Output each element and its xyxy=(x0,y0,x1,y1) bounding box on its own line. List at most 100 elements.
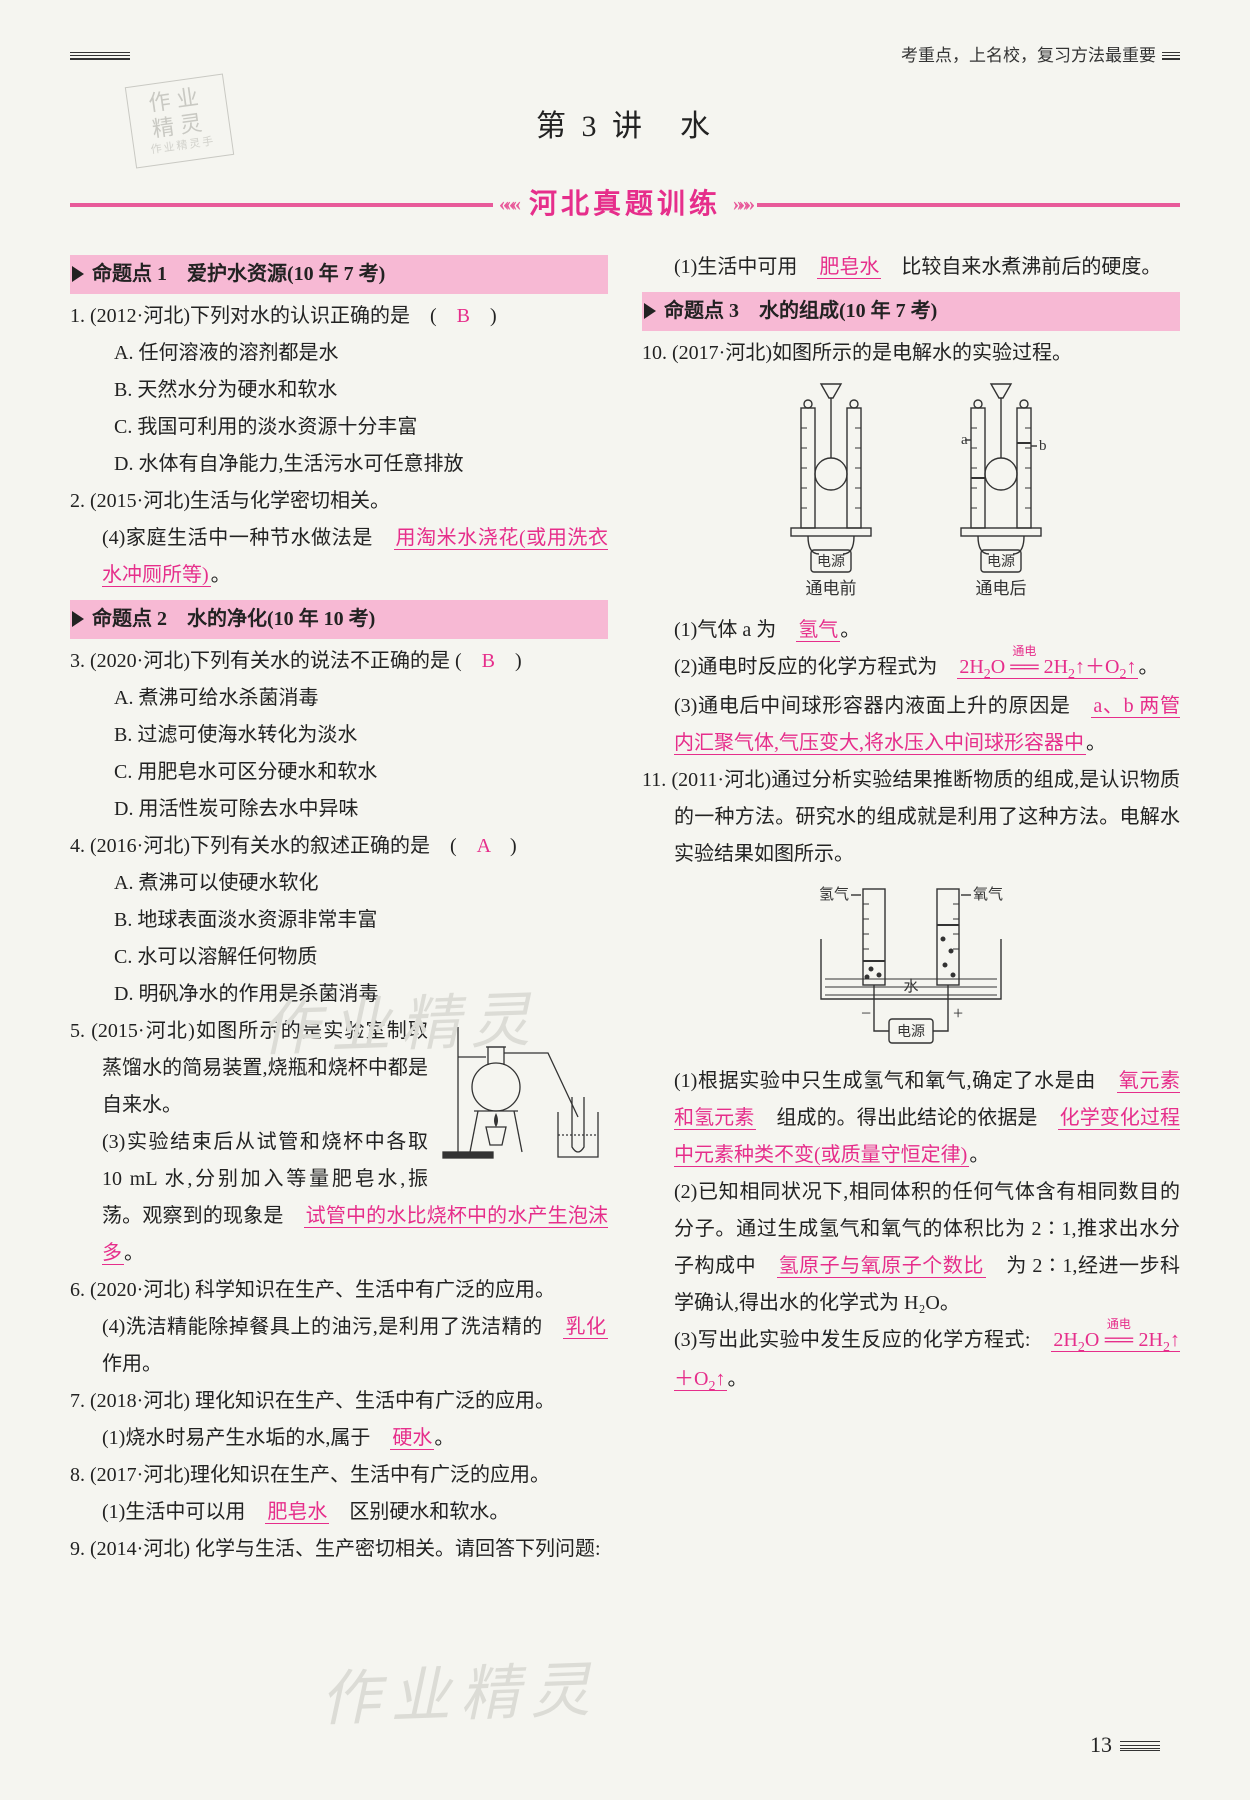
topic-bar-3: 命题点 3 水的组成(10 年 7 考) xyxy=(642,292,1180,331)
watermark: 作业精灵 xyxy=(318,1635,602,1756)
lesson-title: 第 3 讲 水 xyxy=(70,99,1180,155)
page-number-value: 13 xyxy=(1090,1725,1112,1766)
q3-opt-d: D. 用活性炭可除去水中异味 xyxy=(70,791,608,828)
q3-opt-a: A. 煮沸可给水杀菌消毒 xyxy=(70,680,608,717)
chevron-right-icon: »»» xyxy=(727,186,757,223)
q6-answer: 乳化 xyxy=(563,1316,608,1339)
q1-opt-b: B. 天然水分为硬水和软水 xyxy=(70,372,608,409)
punct: 。 xyxy=(727,1368,747,1390)
header-tagline: 考重点，上名校，复习方法最重要 xyxy=(895,40,1162,71)
q3-opt-c: C. 用肥皂水可区分硬水和软水 xyxy=(70,754,608,791)
question-8: 8. (2017·河北)理化知识在生产、生活中有广泛的应用。 (1)生活中可以用… xyxy=(70,1457,608,1531)
q4-answer: A xyxy=(477,835,490,857)
svg-text:水: 水 xyxy=(903,978,918,995)
svg-text:通电前: 通电前 xyxy=(806,579,857,598)
q10-sub3: (3)通电后中间球形容器内液面上升的原因是 xyxy=(674,695,1071,717)
q4-stem: 4. (2016·河北)下列有关水的叙述正确的是 xyxy=(70,835,430,857)
left-column: 命题点 1 爱护水资源(10 年 7 考) 1. (2012·河北)下列对水的认… xyxy=(70,249,608,1568)
question-7: 7. (2018·河北) 理化知识在生产、生活中有广泛的应用。 (1)烧水时易产… xyxy=(70,1383,608,1457)
svg-text:氧气: 氧气 xyxy=(973,886,1003,903)
question-11: 11. (2011·河北)通过分析实验结果推断物质的组成,是认识物质的一种方法。… xyxy=(642,762,1180,1400)
topic-bar-1: 命题点 1 爱护水资源(10 年 7 考) xyxy=(70,255,608,294)
svg-text:b: b xyxy=(1039,438,1047,454)
q1-answer: B xyxy=(457,305,470,327)
triangle-icon xyxy=(72,266,84,282)
q8-sub: (1)生活中可以用 xyxy=(102,1501,245,1523)
q8-tail: 区别硬水和软水。 xyxy=(349,1501,509,1523)
q7-sub: (1)烧水时易产生水垢的水,属于 xyxy=(102,1427,370,1449)
q9-sub: (1)生活中可用 xyxy=(674,256,797,278)
q2-stem: 2. (2015·河北)生活与化学密切相关。 xyxy=(70,483,608,520)
q10-ans1: 氢气 xyxy=(796,619,840,642)
svg-text:氢气: 氢气 xyxy=(819,886,849,903)
svg-text:−: − xyxy=(861,1003,871,1023)
rule-lines-left xyxy=(70,52,130,60)
q2-sub: (4)家庭生活中一种节水做法是 xyxy=(102,527,373,549)
q4-opt-d: D. 明矾净水的作用是杀菌消毒 xyxy=(70,976,608,1013)
q11-stem: 11. (2011·河北)通过分析实验结果推断物质的组成,是认识物质的一种方法。… xyxy=(642,762,1180,873)
distillation-figure xyxy=(438,1017,608,1180)
punct: 。 xyxy=(1086,732,1106,754)
question-3: 3. (2020·河北)下列有关水的说法不正确的是 ( B ) A. 煮沸可给水… xyxy=(70,643,608,828)
q3-stem: 3. (2020·河北)下列有关水的说法不正确的是 xyxy=(70,650,450,672)
topic-text: 命题点 2 水的净化(10 年 10 考) xyxy=(92,601,375,638)
q10-sub1: (1)气体 a 为 xyxy=(674,619,776,641)
q9-stem: 9. (2014·河北) 化学与生活、生产密切相关。请回答下列问题: xyxy=(70,1531,608,1568)
q10-sub2: (2)通电时反应的化学方程式为 xyxy=(674,656,937,678)
section-banner: ««« 河北真题训练 »»» xyxy=(70,179,1180,231)
question-9: 9. (2014·河北) 化学与生活、生产密切相关。请回答下列问题: xyxy=(70,1531,608,1568)
q4-opt-c: C. 水可以溶解任何物质 xyxy=(70,939,608,976)
electrolysis-result-figure: 水 氢气 xyxy=(642,879,1180,1059)
q10-stem: 10. (2017·河北)如图所示的是电解水的实验过程。 xyxy=(642,335,1180,372)
chevron-left-icon: ««« xyxy=(493,186,523,223)
q9-answer: 肥皂水 xyxy=(817,256,881,279)
question-1: 1. (2012·河北)下列对水的认识正确的是 ( B ) A. 任何溶液的溶剂… xyxy=(70,298,608,483)
q9-tail: 比较自来水煮沸前后的硬度。 xyxy=(901,256,1161,278)
topic-text: 命题点 3 水的组成(10 年 7 考) xyxy=(664,293,937,330)
question-9-cont: (1)生活中可用 肥皂水 比较自来水煮沸前后的硬度。 xyxy=(642,249,1180,286)
svg-text:+: + xyxy=(953,1003,963,1023)
punct: 。 xyxy=(124,1242,144,1264)
punct: 。 xyxy=(1138,656,1158,678)
svg-text:电源: 电源 xyxy=(987,554,1015,570)
question-5: 5. (2015·河北)如图所示的是实验室制取蒸馏水的简易装置,烧瓶和烧杯中都是… xyxy=(70,1013,608,1272)
q6-sub: (4)洗洁精能除掉餐具上的油污,是利用了洗洁精的 xyxy=(102,1316,543,1338)
question-4: 4. (2016·河北)下列有关水的叙述正确的是 ( A ) A. 煮沸可以使硬… xyxy=(70,828,608,1013)
q1-opt-d: D. 水体有自净能力,生活污水可任意排放 xyxy=(70,446,608,483)
punct: 。 xyxy=(969,1144,989,1166)
banner-line xyxy=(757,203,1180,207)
banner-line xyxy=(70,203,493,207)
svg-text:电源: 电源 xyxy=(897,1024,925,1040)
q8-answer: 肥皂水 xyxy=(265,1501,329,1524)
q11-sub1a: (1)根据实验中只生成氢气和氧气,确定了水是由 xyxy=(674,1070,1096,1092)
q6-stem: 6. (2020·河北) 科学知识在生产、生活中有广泛的应用。 xyxy=(70,1272,608,1309)
q7-stem: 7. (2018·河北) 理化知识在生产、生活中有广泛的应用。 xyxy=(70,1383,608,1420)
punct: 。 xyxy=(840,619,860,641)
header-rule: 考重点，上名校，复习方法最重要 xyxy=(70,40,1180,71)
triangle-icon xyxy=(644,303,656,319)
topic-text: 命题点 1 爱护水资源(10 年 7 考) xyxy=(92,256,385,293)
watermark-stamp: 作业 精灵 作业精灵手 xyxy=(125,74,234,169)
q1-stem: 1. (2012·河北)下列对水的认识正确的是 xyxy=(70,305,410,327)
q1-opt-a: A. 任何溶液的溶剂都是水 xyxy=(70,335,608,372)
q4-opt-b: B. 地球表面淡水资源非常丰富 xyxy=(70,902,608,939)
question-6: 6. (2020·河北) 科学知识在生产、生活中有广泛的应用。 (4)洗洁精能除… xyxy=(70,1272,608,1383)
question-2: 2. (2015·河北)生活与化学密切相关。 (4)家庭生活中一种节水做法是 用… xyxy=(70,483,608,594)
page-number: 13 xyxy=(1090,1725,1160,1766)
q8-stem: 8. (2017·河北)理化知识在生产、生活中有广泛的应用。 xyxy=(70,1457,608,1494)
q6-tail: 作用。 xyxy=(102,1353,162,1375)
page-rule-icon xyxy=(1120,1741,1160,1751)
q4-opt-a: A. 煮沸可以使硬水软化 xyxy=(70,865,608,902)
q1-opt-c: C. 我国可利用的淡水资源十分丰富 xyxy=(70,409,608,446)
question-10: 10. (2017·河北)如图所示的是电解水的实验过程。 xyxy=(642,335,1180,762)
two-column-layout: 命题点 1 爱护水资源(10 年 7 考) 1. (2012·河北)下列对水的认… xyxy=(70,249,1180,1568)
triangle-icon xyxy=(72,611,84,627)
topic-bar-2: 命题点 2 水的净化(10 年 10 考) xyxy=(70,600,608,639)
q10-ans2: 2H2O ══通电 2H2↑＋O2↑ xyxy=(957,656,1138,679)
svg-text:电源: 电源 xyxy=(817,554,845,570)
q11-sub3a: (3)写出此实验中发生反应的化学方程式: xyxy=(674,1329,1031,1351)
q3-answer: B xyxy=(482,650,495,672)
electrolysis-figure: 电源 通电前 xyxy=(642,378,1180,608)
svg-text:通电后: 通电后 xyxy=(976,579,1027,598)
q7-answer: 硬水 xyxy=(390,1427,434,1450)
